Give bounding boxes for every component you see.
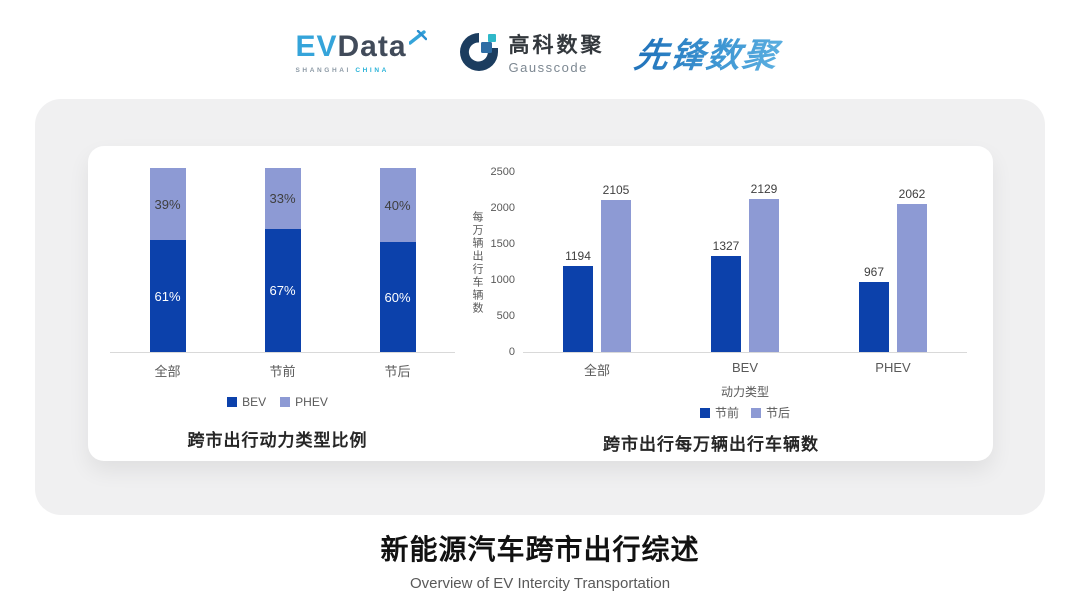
- phev-segment: 39%: [149, 168, 186, 240]
- legend-swatch: [699, 407, 710, 418]
- grouped-chart: 每万辆出行车辆数 0 500 1000 1500 2000 2500 1194 2105 13…: [455, 146, 993, 461]
- legend-label: 节前: [714, 406, 739, 420]
- segment-value-label: 61%: [154, 288, 181, 304]
- grouped-chart-xlabels: 全部 BEV PHEV: [523, 353, 967, 379]
- legend-item: BEV: [227, 395, 266, 409]
- bar-value-label: 967: [863, 265, 885, 279]
- bar-group: 1327 2129: [711, 182, 779, 352]
- stacked-chart-xlabels: 全部 节前 节后: [110, 353, 455, 380]
- y-tick-label: 500: [496, 310, 515, 322]
- segment-value-label: 60%: [384, 289, 411, 305]
- y-tick-label: 1000: [490, 274, 515, 286]
- pre-holiday-bar: 967: [859, 265, 889, 352]
- bar-column: 33% 67%: [225, 168, 340, 352]
- stacked-bar: 40% 60%: [379, 168, 416, 352]
- bev-segment: 67%: [264, 229, 301, 352]
- bar-column: 40% 60%: [340, 168, 455, 352]
- grouped-chart-legend: 节前 节后: [523, 404, 967, 421]
- bar-group: 967 2062: [859, 187, 927, 352]
- legend-label: 节后: [766, 406, 791, 420]
- legend-item: 节前: [699, 404, 739, 421]
- x-axis-title: 动力类型: [720, 385, 769, 399]
- gausscode-name-en: Gausscode: [508, 60, 588, 75]
- legend-swatch: [227, 397, 238, 407]
- y-axis-ticks: 0 500 1000 1500 2000 2500: [485, 166, 523, 358]
- evdata-subtitle: SHANGHAI CHINA: [295, 67, 426, 74]
- bar: [711, 256, 741, 352]
- y-tick-label: 0: [508, 346, 515, 358]
- page-subtitle: Overview of EV Intercity Transportation: [409, 575, 671, 592]
- stacked-bar: 39% 61%: [149, 168, 186, 352]
- evdata-sub-china: CHINA: [355, 67, 389, 74]
- y-axis-title: 每万辆出行车辆数: [471, 210, 483, 315]
- segment-value-label: 40%: [384, 197, 411, 213]
- evdata-data-text: Data: [337, 30, 407, 63]
- bar-column: 39% 61%: [110, 168, 225, 352]
- category-label: BEV: [731, 360, 758, 375]
- gausscode-name-cn: 高科数聚: [508, 34, 605, 57]
- phev-segment: 33%: [264, 168, 301, 229]
- gausscode-text: 高科数聚 Gausscode: [509, 29, 605, 75]
- bar-group: 1194 2105: [563, 183, 631, 352]
- legend-label: PHEV: [295, 395, 328, 409]
- bev-segment: 60%: [379, 242, 416, 352]
- category-label: 节后: [384, 364, 411, 379]
- post-holiday-bar: 2105: [601, 183, 631, 352]
- category-label: PHEV: [875, 360, 911, 375]
- evdata-logo: EV Data SHANGHAI CHINA: [295, 30, 427, 74]
- bar-value-label: 2129: [750, 182, 778, 196]
- post-holiday-bar: 2062: [897, 187, 927, 352]
- bar-value-label: 2105: [602, 183, 630, 197]
- grouped-chart-title: 跨市出行每万辆出行车辆数: [603, 435, 819, 454]
- legend-swatch: [280, 397, 291, 407]
- gausscode-logo-icon: [459, 33, 498, 71]
- bar: [897, 204, 927, 352]
- category-label: 全部: [583, 363, 610, 378]
- stacked-chart: 39% 61% 33% 67% 40% 60% 全部 节前 节后 BEV PHEV 跨市出行动力…: [100, 146, 455, 461]
- pre-holiday-bar: 1194: [563, 249, 593, 352]
- bar: [563, 266, 593, 352]
- evdata-sub-shanghai: SHANGHAI: [295, 67, 351, 74]
- gausscode-logo: 高科数聚 Gausscode: [457, 29, 605, 75]
- bar: [859, 282, 889, 352]
- bev-segment: 61%: [149, 240, 186, 352]
- bar-value-label: 1327: [712, 239, 740, 253]
- gray-panel: 39% 61% 33% 67% 40% 60% 全部 节前 节后 BEV PHEV 跨市出行动力…: [35, 99, 1045, 515]
- pioneer-logo: 先锋数聚: [631, 28, 788, 77]
- legend-label: BEV: [242, 395, 267, 409]
- legend-swatch: [751, 407, 761, 418]
- bar-value-label: 2062: [898, 187, 926, 201]
- stacked-bar: 33% 67%: [264, 168, 301, 352]
- stacked-chart-plot: 39% 61% 33% 67% 40% 60%: [110, 168, 455, 353]
- bar: [601, 200, 631, 352]
- y-tick-label: 1500: [490, 238, 515, 250]
- category-label: 节前: [269, 364, 296, 379]
- grouped-chart-plot: 1194 2105 1327 2129 967 2062: [523, 172, 967, 353]
- footer: 新能源汽车跨市出行综述 Overview of EV Intercity Tra…: [0, 528, 1080, 592]
- stacked-chart-legend: BEV PHEV: [100, 395, 455, 409]
- segment-value-label: 33%: [269, 191, 296, 206]
- post-holiday-bar: 2129: [749, 182, 779, 352]
- bar: [749, 199, 779, 352]
- y-tick-label: 2000: [490, 202, 515, 214]
- segment-value-label: 67%: [269, 283, 296, 298]
- page-title: 新能源汽车跨市出行综述: [380, 534, 700, 565]
- grouped-chart-area: 每万辆出行车辆数 0 500 1000 1500 2000 2500 1194 2105 13…: [469, 166, 967, 358]
- legend-item: PHEV: [280, 395, 328, 409]
- segment-value-label: 39%: [154, 196, 181, 212]
- phev-segment: 40%: [379, 168, 416, 242]
- stacked-chart-title: 跨市出行动力类型比例: [187, 431, 368, 450]
- legend-item: 节后: [751, 404, 790, 421]
- pre-holiday-bar: 1327: [711, 239, 741, 352]
- logo-bar: EV Data SHANGHAI CHINA 高科数聚 Gausscode: [0, 20, 1080, 84]
- evdata-wordmark: EV Data: [295, 30, 427, 64]
- evdata-spark-icon: [408, 30, 427, 45]
- evdata-ev-text: EV: [295, 30, 338, 63]
- category-label: 全部: [154, 364, 181, 379]
- y-tick-label: 2500: [490, 166, 515, 178]
- bar-value-label: 1194: [565, 249, 591, 263]
- chart-card: 39% 61% 33% 67% 40% 60% 全部 节前 节后 BEV PHEV 跨市出行动力…: [88, 146, 993, 461]
